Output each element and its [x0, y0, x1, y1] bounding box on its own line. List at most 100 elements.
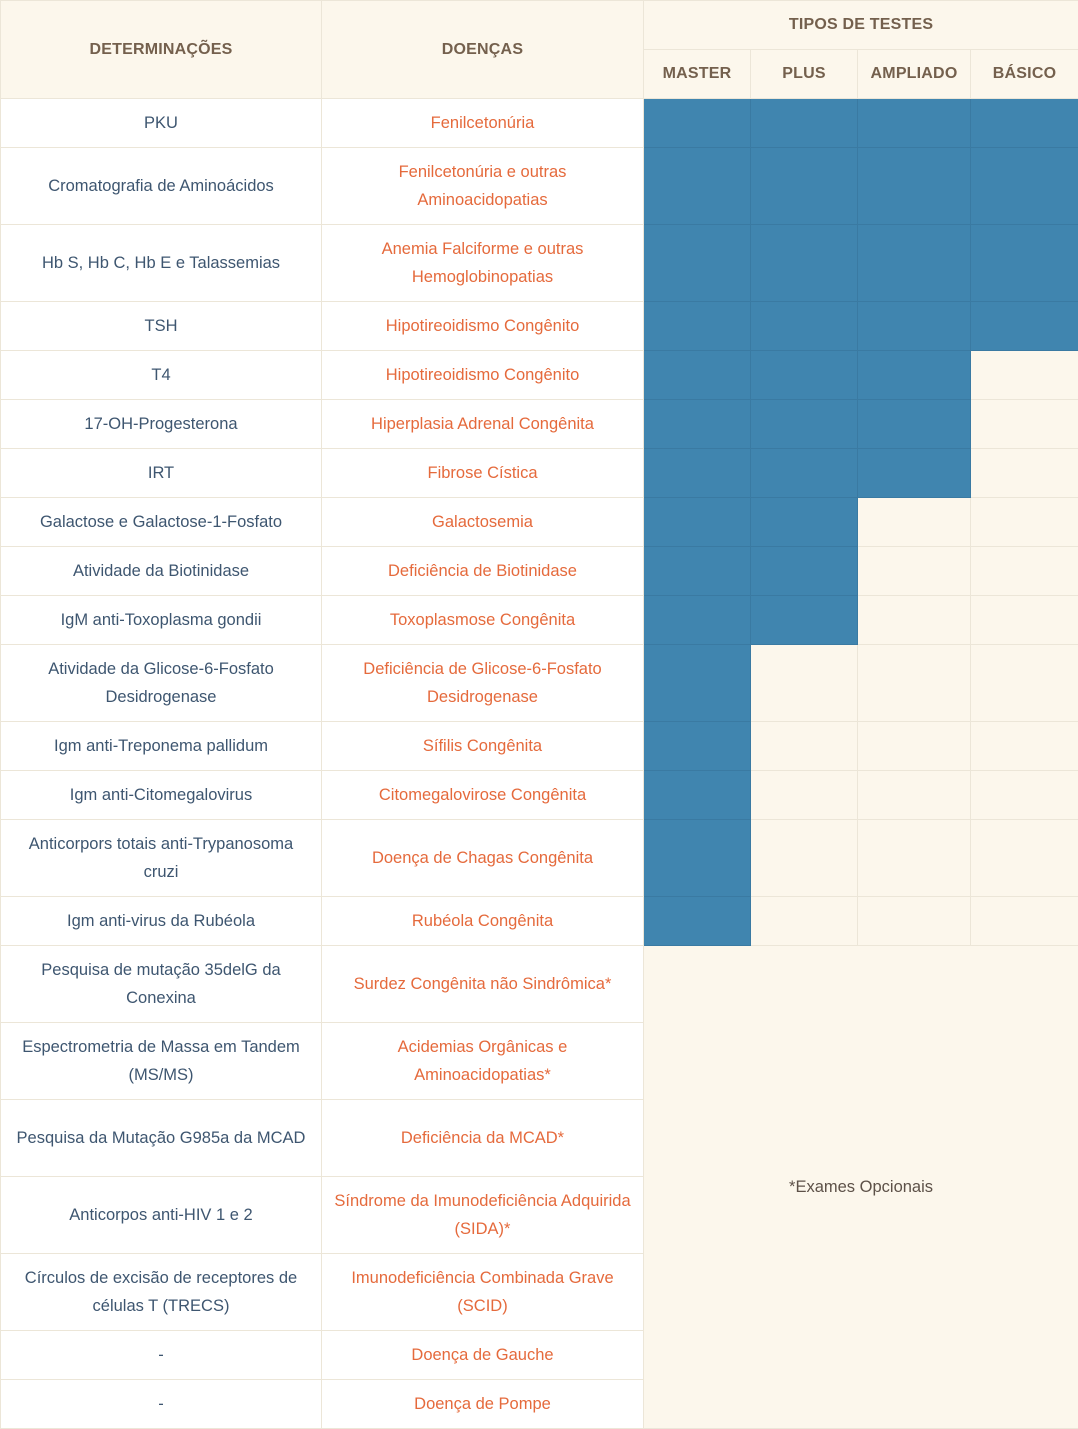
disease-cell: Imunodeficiência Combinada Grave (SCID) [321, 1253, 644, 1331]
table-row-optional: - Doença de Pompe [0, 1379, 1078, 1429]
inclusion-cell-master [643, 98, 751, 148]
header-plus: PLUS [750, 49, 858, 99]
table-row: Atividade da Biotinidase Deficiência de B… [0, 546, 1078, 596]
determination-cell: 17-OH-Progesterona [0, 399, 322, 449]
determination-cell: T4 [0, 350, 322, 400]
determination-cell: Espectrometria de Massa em Tandem (MS/MS… [0, 1022, 322, 1100]
determination-cell: Hb S, Hb C, Hb E e Talassemias [0, 224, 322, 302]
inclusion-cell-ampliado [857, 497, 971, 547]
inclusion-cell-plus [750, 770, 858, 820]
inclusion-cell-ampliado [857, 448, 971, 498]
inclusion-cell-plus [750, 644, 858, 722]
disease-cell: Galactosemia [321, 497, 644, 547]
table-row-optional: Círculos de excisão de receptores de cél… [0, 1253, 1078, 1331]
determination-cell: Cromatografia de Aminoácidos [0, 147, 322, 225]
inclusion-cell-ampliado [857, 721, 971, 771]
inclusion-cell-plus [750, 448, 858, 498]
inclusion-cell-master [643, 448, 751, 498]
inclusion-cell-basico [969, 819, 1078, 897]
inclusion-cell-basico [969, 350, 1078, 400]
table-row: T4 Hipotireoidismo Congênito [0, 350, 1078, 400]
table-row-optional: - Doença de Gauche [0, 1330, 1078, 1380]
inclusion-cell-plus [750, 301, 858, 351]
inclusion-cell-master [643, 721, 751, 771]
inclusion-cell-basico [969, 770, 1078, 820]
inclusion-cell-ampliado [857, 819, 971, 897]
inclusion-cell-plus [750, 147, 858, 225]
disease-cell: Surdez Congênita não Sindrômica* [321, 945, 644, 1023]
inclusion-cell-ampliado [857, 98, 971, 148]
table-row: 17-OH-Progesterona Hiperplasia Adrenal Co… [0, 399, 1078, 449]
disease-cell: Rubéola Congênita [321, 896, 644, 946]
table-row-optional: Pesquisa da Mutação G985a da MCAD Deficiê… [0, 1099, 1078, 1177]
header-diseases: DOENÇAS [321, 0, 644, 99]
inclusion-cell-ampliado [857, 644, 971, 722]
inclusion-cell-ampliado [857, 224, 971, 302]
disease-cell: Toxoplasmose Congênita [321, 595, 644, 645]
inclusion-cell-ampliado [857, 147, 971, 225]
disease-cell: Sífilis Congênita [321, 721, 644, 771]
inclusion-cell-plus [750, 497, 858, 547]
inclusion-cell-master [643, 147, 751, 225]
determination-cell: Igm anti-Citomegalovirus [0, 770, 322, 820]
table-row: Galactose e Galactose-1-Fosfato Galactose… [0, 497, 1078, 547]
determination-cell: Galactose e Galactose-1-Fosfato [0, 497, 322, 547]
disease-cell: Acidemias Orgânicas e Aminoacidopatias* [321, 1022, 644, 1100]
disease-cell: Fibrose Cística [321, 448, 644, 498]
inclusion-cell-master [643, 224, 751, 302]
table-row: IgM anti-Toxoplasma gondii Toxoplasmose C… [0, 595, 1078, 645]
disease-cell: Síndrome da Imunodeficiência Adquirida (… [321, 1176, 644, 1254]
header-determinations: DETERMINAÇÕES [0, 0, 322, 99]
header-ampliado: AMPLIADO [857, 49, 971, 99]
inclusion-cell-ampliado [857, 770, 971, 820]
table-header: DETERMINAÇÕES DOENÇAS TIPOS DE TESTES MA… [0, 0, 1078, 99]
determination-cell: Anticorpos anti-HIV 1 e 2 [0, 1176, 322, 1254]
determination-cell: Círculos de excisão de receptores de cél… [0, 1253, 322, 1331]
determination-cell: Anticorpors totais anti-Trypanosoma cruz… [0, 819, 322, 897]
table-row: Igm anti-Treponema pallidum Sífilis Congê… [0, 721, 1078, 771]
disease-cell: Deficiência de Biotinidase [321, 546, 644, 596]
determination-cell: IgM anti-Toxoplasma gondii [0, 595, 322, 645]
inclusion-cell-master [643, 546, 751, 596]
inclusion-cell-ampliado [857, 546, 971, 596]
table-body: PKU Fenilcetonúria Cromatografia de Aminoá… [0, 98, 1078, 1429]
determination-cell: Pesquisa de mutação 35delG da Conexina [0, 945, 322, 1023]
inclusion-cell-ampliado [857, 595, 971, 645]
table-row: PKU Fenilcetonúria [0, 98, 1078, 148]
inclusion-cell-plus [750, 399, 858, 449]
inclusion-cell-plus [750, 98, 858, 148]
disease-cell: Hipotireoidismo Congênito [321, 350, 644, 400]
determination-cell: IRT [0, 448, 322, 498]
table-row: Hb S, Hb C, Hb E e Talassemias Anemia Fal… [0, 224, 1078, 302]
determination-cell: Igm anti-virus da Rubéola [0, 896, 322, 946]
inclusion-cell-basico [969, 546, 1078, 596]
determination-cell: Igm anti-Treponema pallidum [0, 721, 322, 771]
disease-cell: Anemia Falciforme e outras Hemoglobinopa… [321, 224, 644, 302]
inclusion-cell-basico [969, 224, 1078, 302]
inclusion-cell-basico [969, 595, 1078, 645]
disease-cell: Doença de Chagas Congênita [321, 819, 644, 897]
determination-cell: - [0, 1330, 322, 1380]
inclusion-cell-master [643, 770, 751, 820]
inclusion-cell-master [643, 595, 751, 645]
inclusion-cell-basico [969, 98, 1078, 148]
header-master: MASTER [643, 49, 751, 99]
disease-cell: Doença de Gauche [321, 1330, 644, 1380]
table-row: IRT Fibrose Cística [0, 448, 1078, 498]
inclusion-cell-master [643, 350, 751, 400]
inclusion-cell-plus [750, 350, 858, 400]
inclusion-cell-master [643, 301, 751, 351]
inclusion-cell-plus [750, 595, 858, 645]
table-row-optional: Espectrometria de Massa em Tandem (MS/MS… [0, 1022, 1078, 1100]
header-test-types: TIPOS DE TESTES [642, 0, 1078, 50]
disease-cell: Hipotireoidismo Congênito [321, 301, 644, 351]
inclusion-cell-plus [750, 819, 858, 897]
inclusion-cell-ampliado [857, 896, 971, 946]
determination-cell: Atividade da Biotinidase [0, 546, 322, 596]
inclusion-cell-plus [750, 721, 858, 771]
inclusion-cell-ampliado [857, 301, 971, 351]
disease-cell: Citomegalovirose Congênita [321, 770, 644, 820]
inclusion-cell-plus [750, 896, 858, 946]
table-row: TSH Hipotireoidismo Congênito [0, 301, 1078, 351]
table-row-optional: Anticorpos anti-HIV 1 e 2 Síndrome da Imu… [0, 1176, 1078, 1254]
